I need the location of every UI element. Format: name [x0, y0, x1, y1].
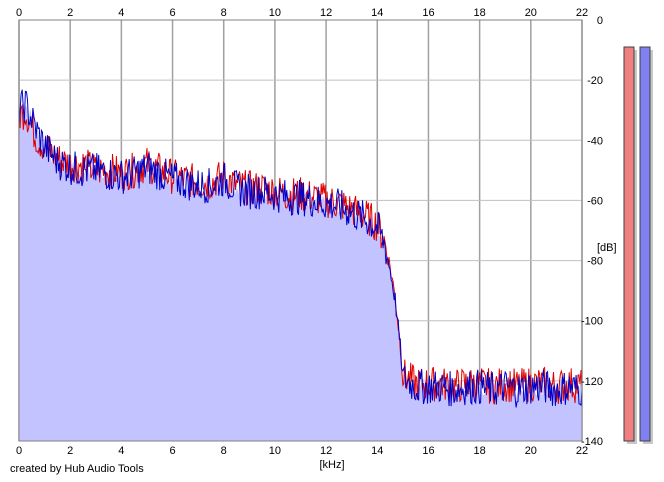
- series-layer: [18, 89, 583, 408]
- x-tick-label-bottom: 2: [67, 445, 73, 457]
- x-tick-label-top: 2: [67, 7, 73, 19]
- x-tick-label-bottom: 8: [221, 445, 227, 457]
- x-tick-label-bottom: 22: [576, 445, 588, 457]
- series-line-blue: [18, 89, 583, 408]
- y-tick-label: -60: [587, 195, 603, 207]
- x-tick-label-top: 0: [16, 7, 22, 19]
- x-tick-label-top: 8: [221, 7, 227, 19]
- x-tick-label-top: 22: [576, 7, 588, 19]
- x-tick-label-bottom: 0: [16, 445, 22, 457]
- x-ticks-top: 0 2 4 6 8 10 12 14 16 18 20 22: [16, 7, 588, 19]
- y-tick-label: -140: [581, 436, 603, 448]
- x-tick-label-top: 12: [320, 7, 332, 19]
- x-tick-label-bottom: 6: [169, 445, 175, 457]
- x-tick-label-top: 20: [525, 7, 537, 19]
- plot-frame: [18, 19, 583, 442]
- plot-border: [18, 19, 583, 442]
- y-tick-label: -20: [587, 75, 603, 87]
- x-tick-label-bottom: 10: [269, 445, 281, 457]
- x-tick-label-bottom: 20: [525, 445, 537, 457]
- y-axis-label: [dB]: [597, 242, 617, 254]
- x-tick-label-bottom: 18: [474, 445, 486, 457]
- x-tick-label-top: 16: [422, 7, 434, 19]
- x-axis-label: [kHz]: [319, 459, 344, 471]
- x-tick-label-bottom: 14: [371, 445, 383, 457]
- x-tick-label-top: 6: [169, 7, 175, 19]
- y-tick-label: -120: [581, 376, 603, 388]
- y-tick-label: -100: [581, 316, 603, 328]
- y-ticks-right: 0 -20 -40 -60 -80 -100 -120 -140: [581, 15, 603, 448]
- credit-text: created by Hub Audio Tools: [10, 463, 144, 475]
- x-tick-label-bottom: 12: [320, 445, 332, 457]
- x-tick-label-top: 18: [474, 7, 486, 19]
- level-meter-left: [623, 46, 635, 442]
- x-tick-label-bottom: 4: [118, 445, 124, 457]
- x-tick-label-bottom: 16: [422, 445, 434, 457]
- y-tick-label: -40: [587, 135, 603, 147]
- level-meter-right: [639, 46, 651, 442]
- x-tick-label-top: 10: [269, 7, 281, 19]
- level-meters: [623, 46, 653, 444]
- y-tick-label: -80: [587, 256, 603, 268]
- y-tick-label: 0: [597, 15, 603, 27]
- x-ticks-bottom: 0 2 4 6 8 10 12 14 16 18 20 22: [16, 445, 588, 457]
- x-tick-label-top: 4: [118, 7, 124, 19]
- x-tick-label-top: 14: [371, 7, 383, 19]
